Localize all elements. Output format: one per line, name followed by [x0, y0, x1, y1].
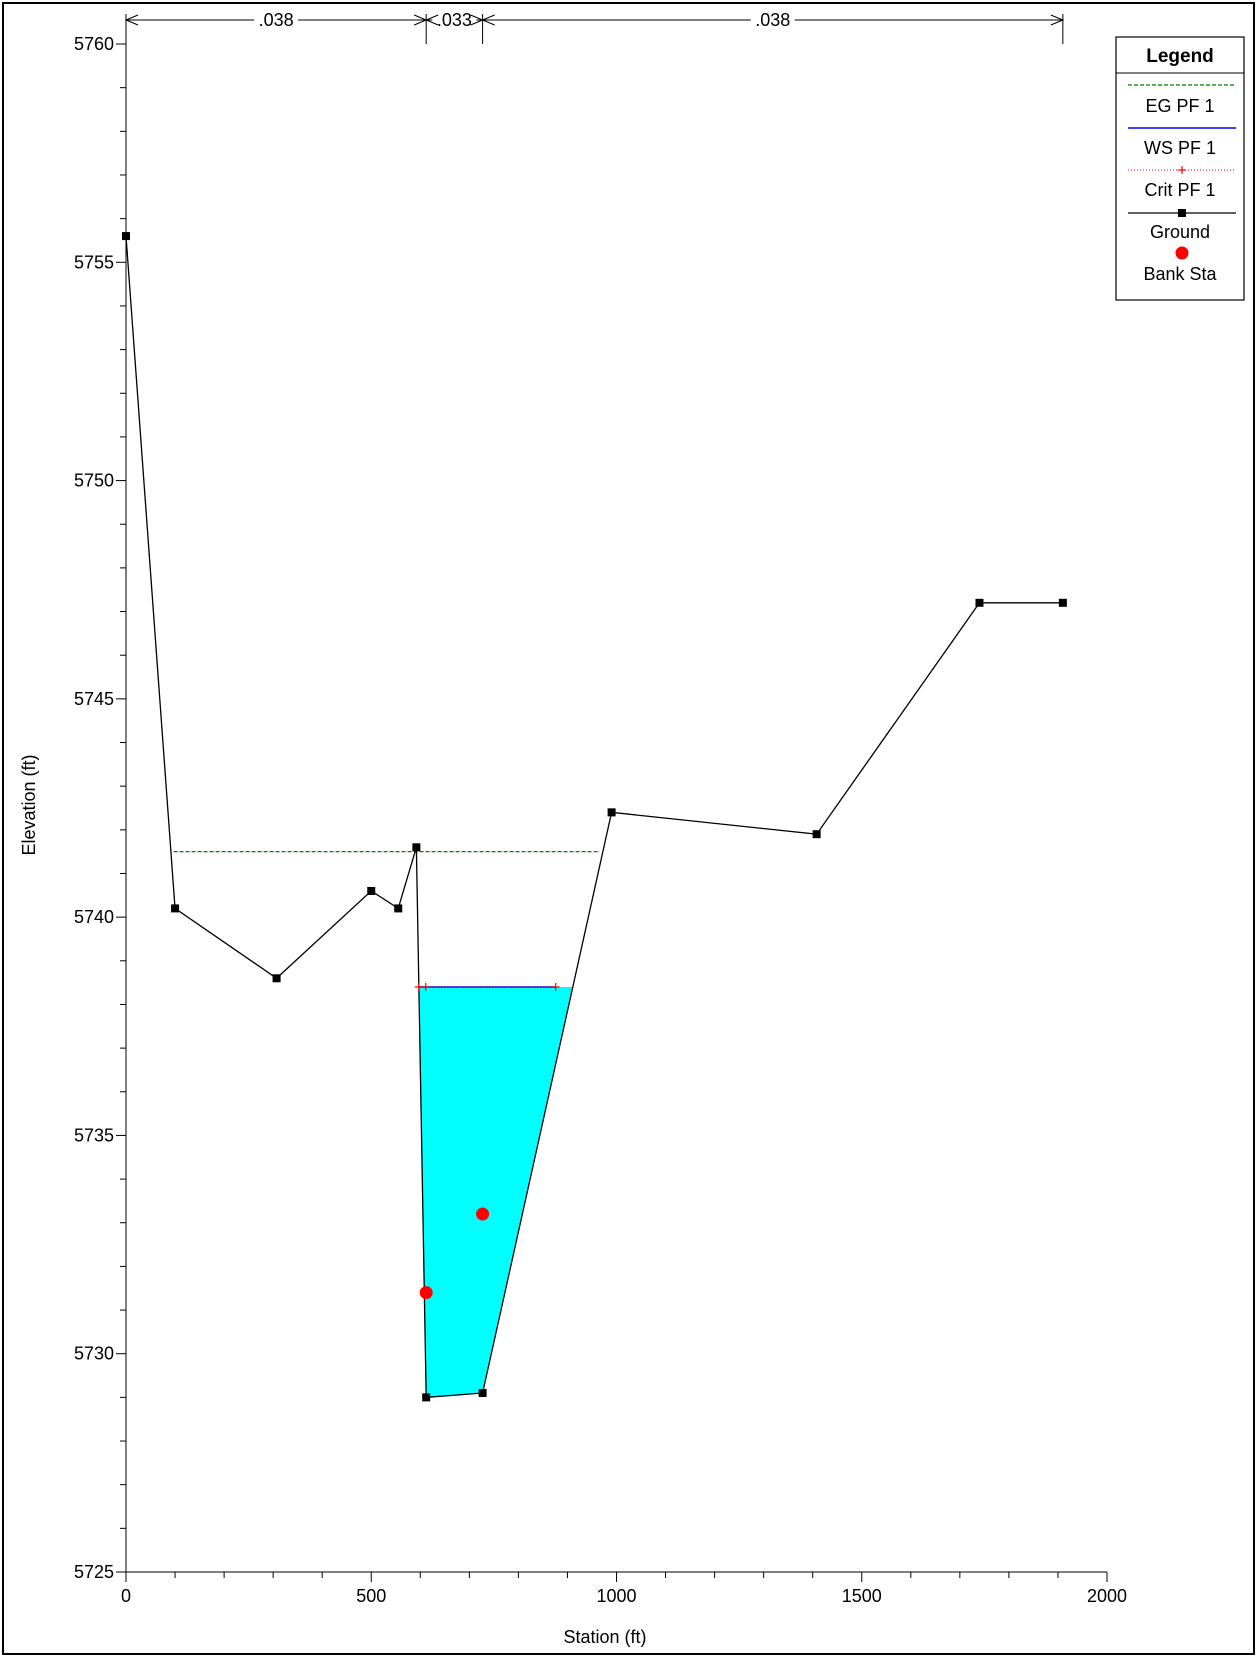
- n-arrow-left: [124, 14, 139, 26]
- ground-marker: [367, 886, 376, 895]
- y-tick-label: 5745: [74, 689, 114, 709]
- mannings-n-label: .038: [755, 10, 790, 30]
- ground-marker: [171, 904, 180, 913]
- mannings-n-label: .038: [259, 10, 294, 30]
- crit-marker: [414, 982, 423, 991]
- legend-entry-label: Ground: [1150, 222, 1210, 242]
- x-axis-label: Station (ft): [563, 1627, 646, 1647]
- crit-marker: [421, 982, 430, 991]
- legend-crit-marker: [1178, 166, 1186, 174]
- legend-entry-label: Bank Sta: [1143, 264, 1217, 284]
- y-tick-label: 5760: [74, 34, 114, 54]
- water-fill: [418, 986, 573, 1398]
- x-tick-label: 1500: [842, 1586, 882, 1606]
- legend-entry-label: Crit PF 1: [1144, 180, 1215, 200]
- n-arrow-left: [481, 14, 495, 26]
- bank-sta-marker: [419, 1286, 433, 1300]
- ground-marker: [975, 598, 984, 607]
- legend-ground-marker: [1178, 209, 1186, 217]
- ground-marker: [272, 974, 281, 983]
- crit-marker: [551, 982, 560, 991]
- x-tick-label: 0: [121, 1586, 131, 1606]
- legend-entry-label: WS PF 1: [1144, 138, 1216, 158]
- legend-entry-label: EG PF 1: [1145, 96, 1214, 116]
- y-axis-label: Elevation (ft): [19, 754, 39, 855]
- mannings-n-label: .033: [437, 10, 472, 30]
- legend-box: [1115, 36, 1245, 301]
- ground-marker: [412, 843, 421, 852]
- ground-marker: [478, 1389, 487, 1398]
- y-tick-label: 5755: [74, 252, 114, 272]
- ground-marker: [607, 808, 616, 817]
- ground-marker: [812, 830, 821, 839]
- x-tick-label: 1000: [596, 1586, 636, 1606]
- legend-title: Legend: [1146, 46, 1214, 67]
- ground-line: [125, 236, 1063, 1399]
- y-tick-label: 5750: [74, 471, 114, 491]
- bank-sta-marker: [476, 1207, 490, 1221]
- n-arrow-right: [1050, 14, 1065, 26]
- ground-marker: [422, 1393, 431, 1402]
- y-tick-label: 5735: [74, 1125, 114, 1145]
- x-tick-label: 500: [356, 1586, 386, 1606]
- y-tick-label: 5725: [74, 1562, 114, 1582]
- ground-marker: [122, 232, 130, 241]
- x-tick-label: 2000: [1087, 1586, 1127, 1606]
- ground-marker: [1058, 598, 1067, 607]
- y-tick-label: 5740: [74, 907, 114, 927]
- y-tick-label: 5730: [74, 1344, 114, 1364]
- ground-marker: [394, 904, 403, 913]
- legend-bank-marker: [1175, 246, 1189, 260]
- n-arrow-left: [424, 14, 439, 26]
